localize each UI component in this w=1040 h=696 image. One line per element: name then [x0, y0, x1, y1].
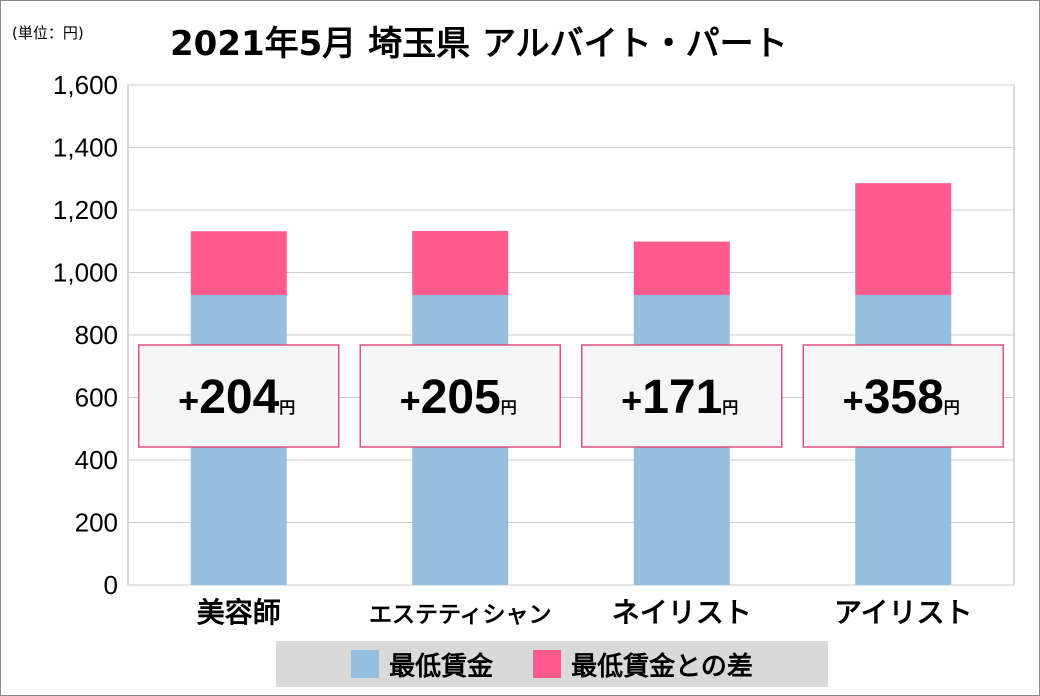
callout-sign: +	[400, 380, 421, 421]
difference-callout-text: +205円	[400, 371, 517, 424]
y-tick-label: 400	[75, 445, 118, 475]
bar-wage-difference	[190, 231, 287, 295]
y-tick-label: 800	[75, 320, 118, 350]
callout-unit: 円	[944, 398, 960, 417]
legend-swatch	[351, 650, 380, 678]
callout-value: 204	[199, 371, 279, 424]
difference-callout-box	[359, 344, 561, 448]
x-tick-label: 美容師	[197, 596, 281, 629]
callout-unit: 円	[501, 398, 517, 417]
y-tick-label: 0	[104, 570, 118, 600]
x-tick-label: エステティシャン	[369, 602, 552, 628]
legend: 最低賃金 最低賃金との差	[276, 641, 828, 687]
difference-callout-box	[802, 344, 1004, 448]
bar-wage-difference	[855, 183, 952, 295]
legend-item: 最低賃金との差	[533, 646, 753, 683]
difference-callout-text: +171円	[621, 371, 738, 424]
callout-sign: +	[178, 380, 199, 421]
callout-unit: 円	[279, 398, 295, 417]
difference-callout-box	[138, 344, 340, 448]
y-tick-label: 200	[75, 508, 118, 538]
callout-value: 358	[864, 371, 944, 424]
callout-value: 205	[421, 371, 501, 424]
y-tick-label: 1,600	[53, 70, 118, 100]
bar-wage-difference	[412, 230, 509, 295]
x-tick-label: ネイリスト	[612, 596, 752, 629]
bar-wage-difference	[633, 241, 730, 295]
legend-label: 最低賃金	[389, 651, 494, 682]
difference-callout-text: +204円	[178, 371, 295, 424]
callout-value: 171	[642, 371, 722, 424]
unit-label: (単位：円)	[12, 24, 84, 42]
x-tick-label: アイリスト	[834, 596, 973, 629]
y-tick-label: 1,200	[53, 195, 118, 225]
chart-title: 2021年5月 埼玉県 アルバイト・パート	[170, 24, 788, 64]
callout-unit: 円	[722, 398, 738, 417]
y-tick-label: 600	[75, 383, 118, 413]
legend-item: 最低賃金	[351, 646, 493, 683]
callout-sign: +	[621, 380, 642, 421]
legend-label: 最低賃金との差	[571, 651, 753, 682]
y-tick-label: 1,000	[53, 258, 118, 288]
y-tick-label: 1,400	[53, 133, 118, 163]
difference-callout-text: +358円	[843, 371, 960, 424]
difference-callout-box	[581, 344, 783, 448]
callout-sign: +	[843, 380, 864, 421]
legend-swatch	[533, 650, 562, 678]
